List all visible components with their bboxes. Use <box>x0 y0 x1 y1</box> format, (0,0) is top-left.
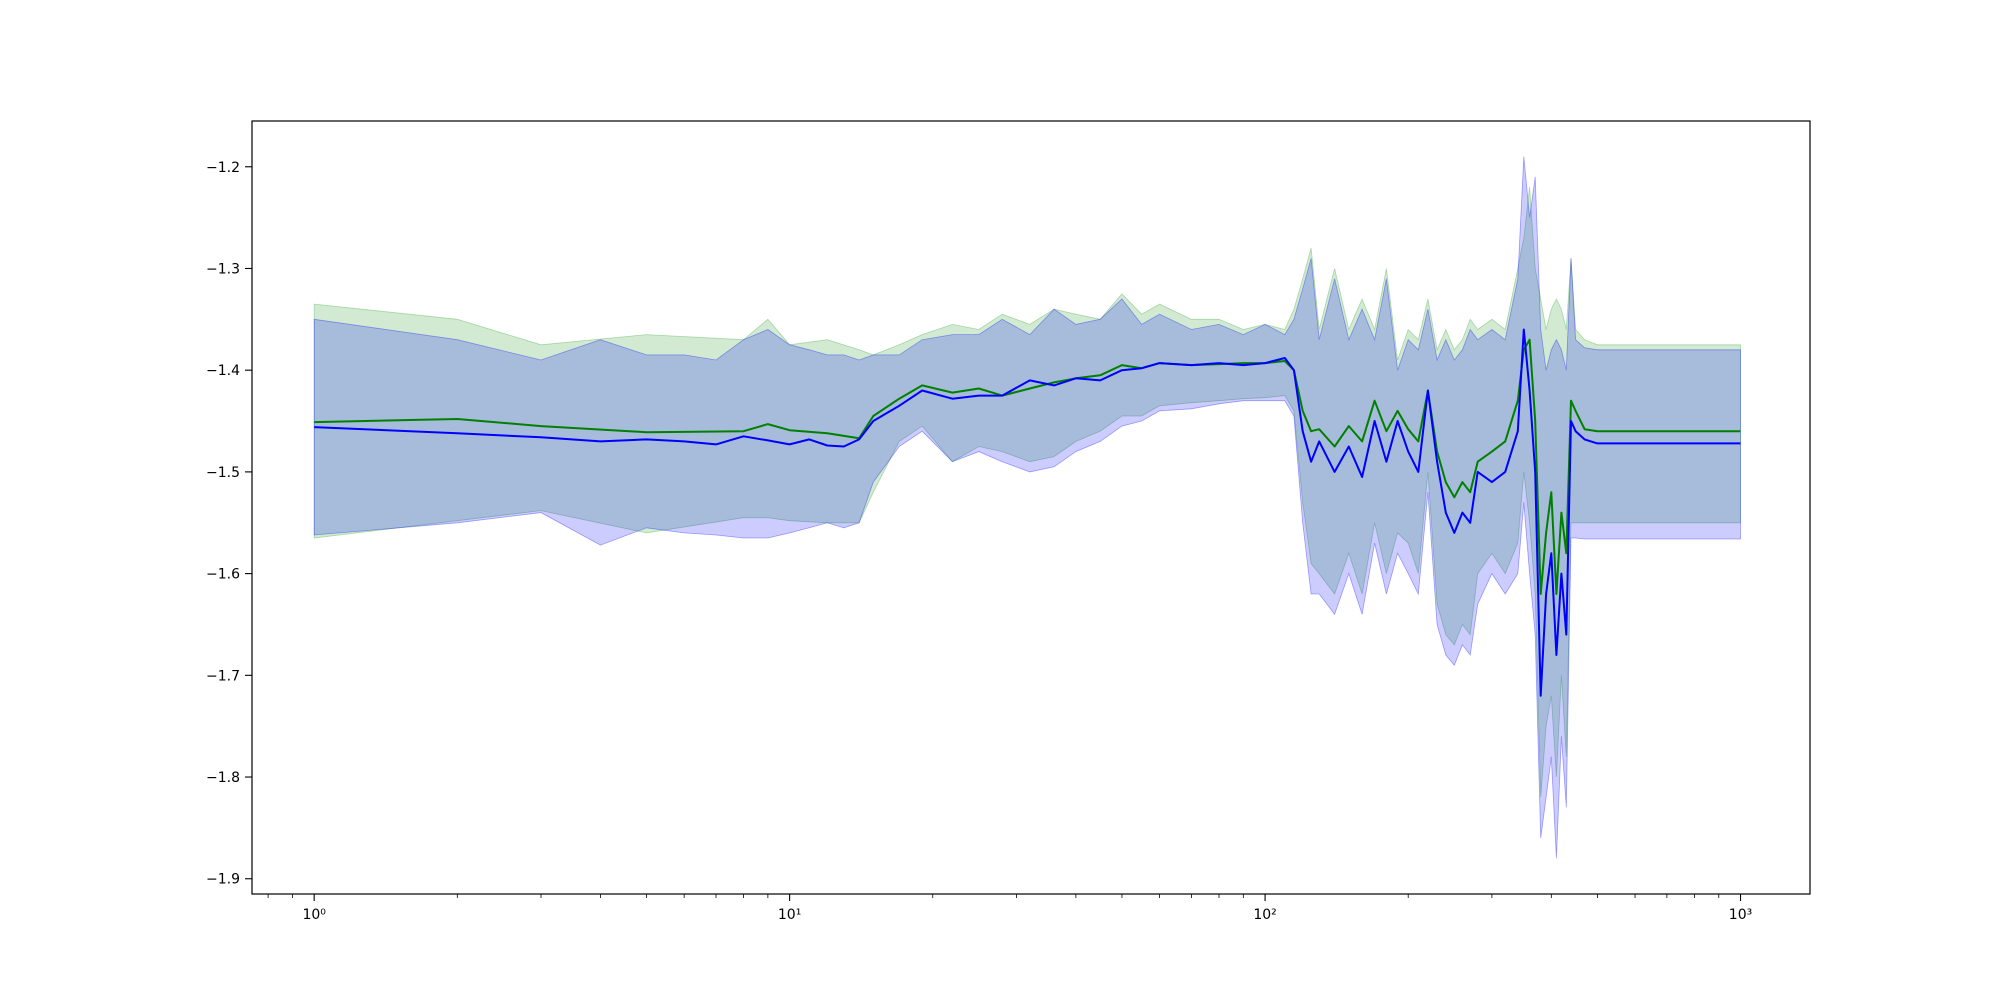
y-tick-label: −1.2 <box>206 160 240 176</box>
x-tick-label: 10¹ <box>778 907 801 923</box>
plot-frame <box>251 120 1811 895</box>
y-axis: −1.2 −1.3 −1.4 −1.5 −1.6 −1.7 −1.8 −1.9 <box>206 160 252 888</box>
y-tick-label: −1.7 <box>206 668 240 684</box>
x-tick-label: 10³ <box>1729 907 1752 923</box>
series-2-line <box>314 328 1741 697</box>
y-tick-label: −1.3 <box>206 261 240 277</box>
y-tick-label: −1.4 <box>206 363 240 379</box>
y-tick-label: −1.8 <box>206 770 240 786</box>
x-tick-label: 10² <box>1253 907 1276 923</box>
series-1-line <box>314 338 1741 595</box>
series-lines <box>314 328 1741 697</box>
series-2-band <box>313 156 1741 859</box>
y-tick-label: −1.9 <box>206 872 240 888</box>
y-tick-label: −1.6 <box>206 567 240 583</box>
x-axis: 10⁰ 10¹ 10² 10³ <box>267 894 1752 923</box>
series-1-band <box>313 187 1741 798</box>
x-tick-label: 10⁰ <box>302 907 326 923</box>
confidence-bands <box>313 156 1741 859</box>
y-tick-label: −1.5 <box>206 465 240 481</box>
